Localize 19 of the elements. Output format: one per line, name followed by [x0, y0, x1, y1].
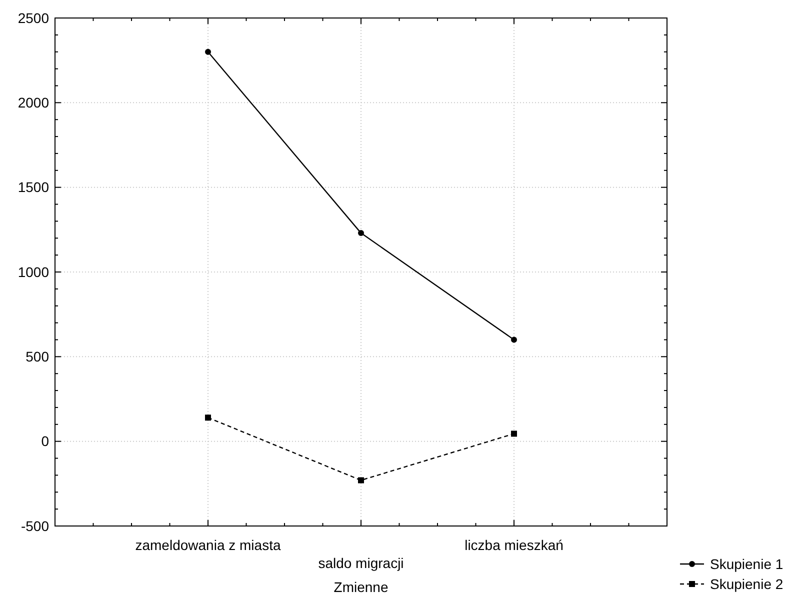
y-tick-label: 1000 [18, 264, 50, 280]
legend-label: Skupienie 2 [710, 576, 784, 592]
y-tick-label: 2500 [18, 10, 50, 26]
point [205, 48, 211, 55]
legend-label: Skupienie 1 [710, 556, 784, 572]
y-tick-label: 0 [41, 433, 50, 450]
x-tick-label: zameldowania z miasta [135, 537, 281, 553]
y-tick-label: -500 [20, 518, 50, 534]
point [511, 430, 517, 437]
x-tick-label: liczba mieszkań [464, 537, 564, 553]
y-tick-label: 1500 [18, 179, 50, 196]
point [511, 336, 517, 343]
y-tick-label: 2000 [18, 94, 50, 111]
y-tick-label: 500 [26, 348, 50, 365]
x-tick-label: saldo migracji [318, 555, 404, 571]
point [205, 414, 211, 421]
point [358, 230, 364, 236]
point [358, 477, 364, 484]
x-axis-title: Zmienne [334, 579, 388, 595]
